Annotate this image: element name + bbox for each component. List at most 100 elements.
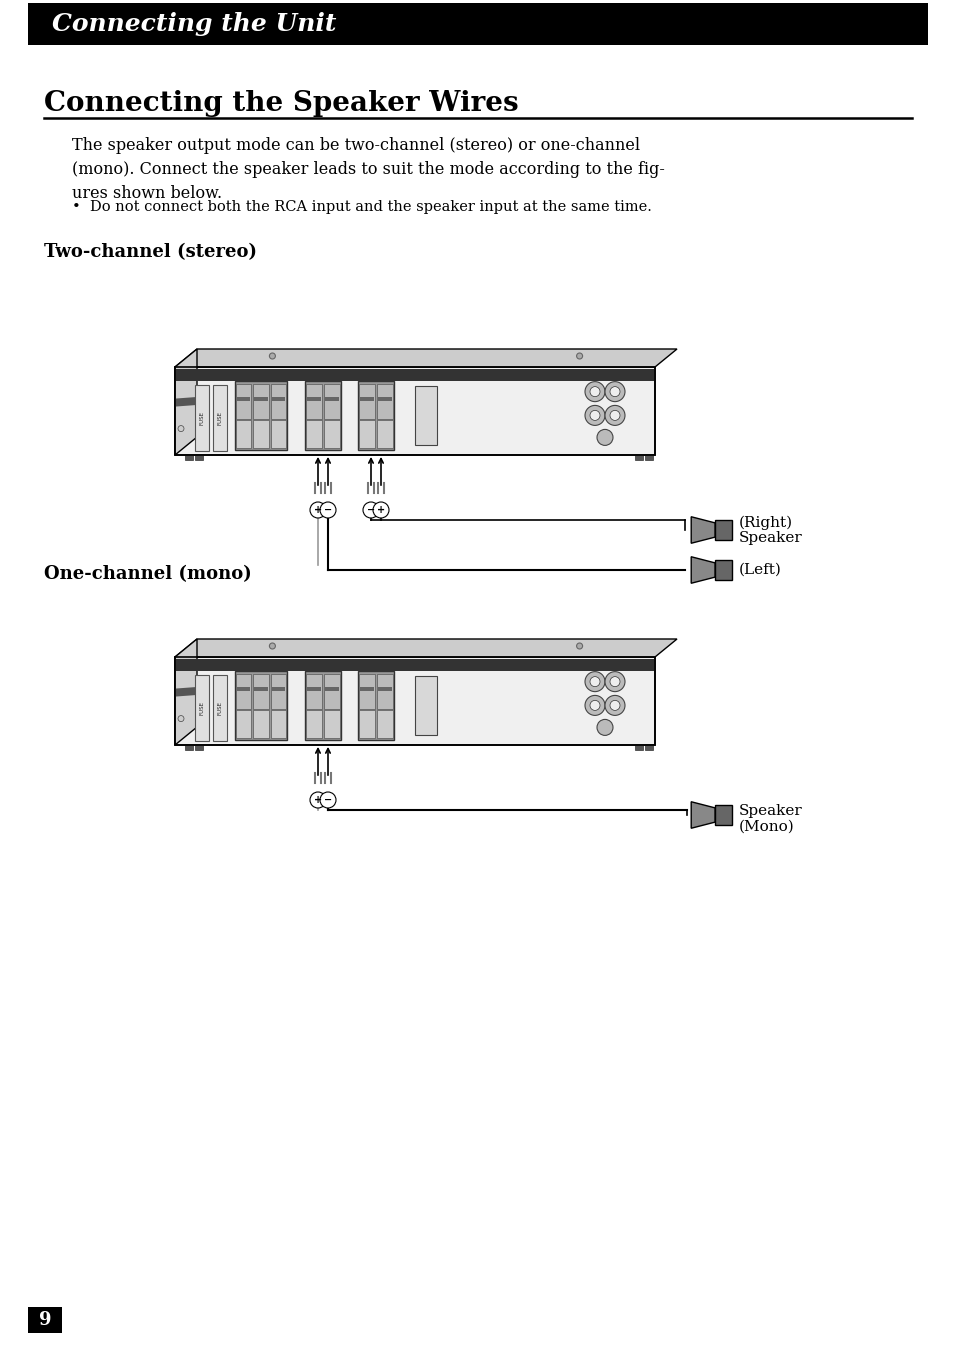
Bar [28,3,927,45]
Bar [376,420,393,449]
Bar [306,420,322,449]
Polygon shape [174,397,196,406]
Bar [635,745,642,751]
Text: FUSE: FUSE [217,411,222,425]
Bar [271,710,286,738]
Bar [235,710,251,738]
Bar [174,367,655,455]
Circle shape [584,382,604,401]
Circle shape [319,793,335,808]
Polygon shape [691,802,714,828]
Bar [235,383,251,419]
Text: −: − [324,795,332,805]
Bar [376,710,393,738]
Bar [325,687,338,691]
Bar [307,687,320,691]
Bar [359,687,374,691]
Bar [213,385,227,451]
Text: −: − [367,505,375,515]
Text: One-channel (mono): One-channel (mono) [44,565,252,583]
Bar [236,397,250,401]
Circle shape [604,695,624,715]
Bar [644,745,652,751]
Text: (Right): (Right) [739,516,792,530]
Bar [357,671,394,740]
Bar [376,673,393,709]
Bar [194,745,203,751]
Text: The speaker output mode can be two-channel (stereo) or one-channel
(mono). Conne: The speaker output mode can be two-chann… [71,137,664,202]
Bar [194,455,203,459]
Bar [253,673,269,709]
Bar [236,687,250,691]
Bar [253,420,269,449]
Circle shape [584,672,604,691]
Bar [358,710,375,738]
Bar [358,420,375,449]
Bar [376,383,393,419]
Bar [174,367,655,455]
Bar [254,397,268,401]
Circle shape [363,501,378,518]
Circle shape [584,695,604,715]
Polygon shape [174,687,196,696]
Bar [635,455,642,459]
Bar [235,673,251,709]
Circle shape [609,411,619,420]
Bar [234,671,287,740]
Bar [714,520,731,541]
Circle shape [310,793,326,808]
Bar [271,673,286,709]
Bar [174,657,655,745]
Circle shape [584,405,604,425]
Circle shape [269,644,275,649]
Text: (Mono): (Mono) [739,820,794,833]
Text: −: − [324,505,332,515]
Bar [359,397,374,401]
Circle shape [310,501,326,518]
Text: (Left): (Left) [739,562,781,577]
Polygon shape [174,640,677,657]
Circle shape [576,644,582,649]
Circle shape [178,425,184,432]
Text: Two-channel (stereo): Two-channel (stereo) [44,243,256,262]
Circle shape [604,672,624,691]
Bar [174,369,655,381]
Bar [194,385,209,451]
Circle shape [589,386,599,397]
Bar [377,397,392,401]
Bar [185,455,193,459]
Polygon shape [174,350,196,455]
Text: Speaker: Speaker [739,531,801,545]
Text: •  Do not connect both the RCA input and the speaker input at the same time.: • Do not connect both the RCA input and … [71,201,651,214]
Bar [271,420,286,449]
Bar [253,710,269,738]
Bar [358,383,375,419]
Text: 9: 9 [39,1312,51,1329]
Circle shape [589,676,599,687]
Bar [325,397,338,401]
Bar [305,381,340,450]
Bar [235,420,251,449]
Circle shape [609,386,619,397]
Bar [324,710,339,738]
Bar [324,420,339,449]
Bar [254,687,268,691]
Text: Speaker: Speaker [739,804,801,818]
Bar [194,675,209,741]
Bar [234,381,287,450]
Bar [272,397,285,401]
Circle shape [597,720,613,736]
Circle shape [576,354,582,359]
Circle shape [597,430,613,446]
Bar [185,745,193,751]
Circle shape [589,701,599,710]
Circle shape [589,411,599,420]
Text: FUSE: FUSE [217,701,222,715]
Bar [415,386,436,444]
Polygon shape [691,557,714,583]
Bar [357,381,394,450]
Bar [324,673,339,709]
Bar [358,673,375,709]
Text: +: + [376,505,385,515]
Bar [306,673,322,709]
